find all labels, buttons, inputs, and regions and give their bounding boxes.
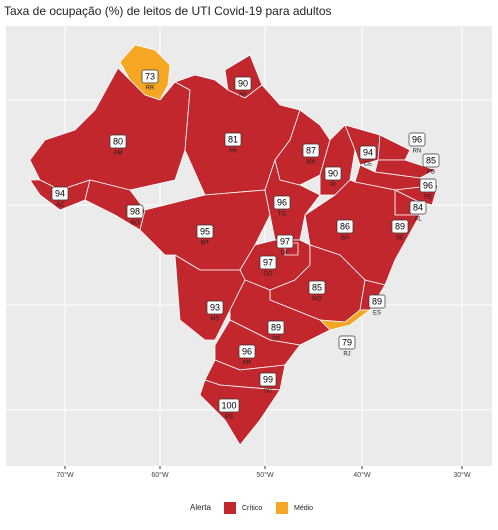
x-tick-label: 40°W — [353, 471, 371, 479]
value-box — [224, 132, 242, 147]
state-value: 87 — [306, 145, 316, 155]
state-abbr: RO — [131, 221, 140, 227]
state-value: 86 — [340, 221, 350, 231]
state-abbr: RN — [413, 149, 422, 155]
state-value: 89 — [271, 322, 281, 332]
value-box — [273, 195, 291, 210]
state-value: 99 — [263, 374, 273, 384]
state-value: 79 — [342, 337, 352, 347]
state-value: 85 — [312, 282, 322, 292]
state-value: 89 — [372, 296, 382, 306]
title: Taxa de ocupação (%) de leitos de UTI Co… — [4, 4, 332, 18]
state-value: 95 — [200, 226, 210, 236]
state-value: 100 — [221, 400, 236, 410]
legend-swatch — [224, 502, 236, 514]
state-shape — [374, 159, 436, 179]
value-box — [368, 294, 386, 309]
value-box — [422, 153, 440, 168]
state-abbr: DF — [281, 251, 289, 257]
value-box — [336, 219, 354, 234]
value-box — [259, 255, 277, 270]
state-abbr: MS — [211, 317, 220, 323]
state-abbr: BA — [341, 236, 349, 242]
state-value: 73 — [145, 71, 155, 81]
value-box — [276, 234, 294, 249]
state-abbr: ES — [373, 311, 381, 317]
state-value: 96 — [423, 180, 433, 190]
state-value: 85 — [426, 155, 436, 165]
state-abbr: AL — [414, 217, 422, 223]
state-abbr: RR — [146, 86, 155, 92]
value-box — [324, 166, 342, 181]
state-abbr: SC — [264, 389, 273, 395]
state-abbr: PI — [330, 183, 336, 189]
state-value: 97 — [263, 257, 273, 267]
state-abbr: PE — [424, 195, 432, 201]
value-box — [302, 143, 320, 158]
legend-swatch — [276, 502, 288, 514]
state-abbr: PB — [427, 170, 435, 176]
state-value: 89 — [395, 221, 405, 231]
value-box — [109, 134, 127, 149]
state-shape — [274, 109, 331, 186]
value-box — [267, 320, 285, 335]
state-value: 94 — [55, 188, 65, 198]
state-abbr: TO — [278, 212, 287, 218]
state-value: 84 — [413, 202, 423, 212]
state-value: 98 — [130, 206, 140, 216]
state-abbr: SP — [272, 337, 280, 343]
value-box — [51, 186, 69, 201]
x-tick-label: 60°W — [151, 471, 169, 479]
value-box — [141, 69, 159, 84]
value-box — [126, 204, 144, 219]
state-value: 96 — [412, 134, 422, 144]
value-box — [218, 398, 240, 413]
state-shape — [199, 379, 281, 446]
x-tick-label: 30°W — [453, 471, 471, 479]
state-abbr: RJ — [343, 352, 350, 358]
value-box — [419, 178, 437, 193]
state-abbr: AC — [56, 203, 65, 209]
state-abbr: AP — [239, 93, 247, 99]
state-value: 93 — [210, 302, 220, 312]
state-abbr: PA — [229, 149, 237, 155]
state-abbr: CE — [364, 162, 372, 168]
state-abbr: MG — [312, 297, 322, 303]
x-tick-label: 70°W — [56, 471, 74, 479]
value-box — [259, 372, 277, 387]
value-box — [409, 200, 427, 215]
state-abbr: RS — [225, 415, 233, 421]
legend-label: Crítico — [242, 505, 262, 512]
state-abbr: MA — [307, 160, 316, 166]
x-tick-label: 50°W — [256, 471, 274, 479]
value-box — [408, 132, 426, 147]
state-abbr: GO — [263, 272, 273, 278]
value-box — [206, 300, 224, 315]
state-value: 94 — [363, 147, 373, 157]
value-box — [234, 76, 252, 91]
state-abbr: PR — [243, 361, 252, 367]
value-box — [238, 344, 256, 359]
value-box — [308, 280, 326, 295]
state-value: 80 — [113, 136, 123, 146]
state-value: 90 — [238, 78, 248, 88]
legend-title: Alerta — [190, 503, 211, 512]
value-box — [359, 145, 377, 160]
value-box — [391, 219, 409, 234]
state-value: 96 — [277, 197, 287, 207]
state-value: 90 — [328, 168, 338, 178]
state-abbr: MT — [201, 241, 210, 247]
state-value: 81 — [228, 134, 238, 144]
legend-label: Médio — [294, 505, 313, 512]
state-shape — [229, 279, 331, 346]
state-value: 96 — [242, 346, 252, 356]
state-value: 97 — [280, 236, 290, 246]
state-abbr: AM — [114, 151, 123, 157]
value-box — [338, 335, 356, 350]
state-abbr: SE — [396, 236, 404, 242]
value-box — [196, 224, 214, 239]
